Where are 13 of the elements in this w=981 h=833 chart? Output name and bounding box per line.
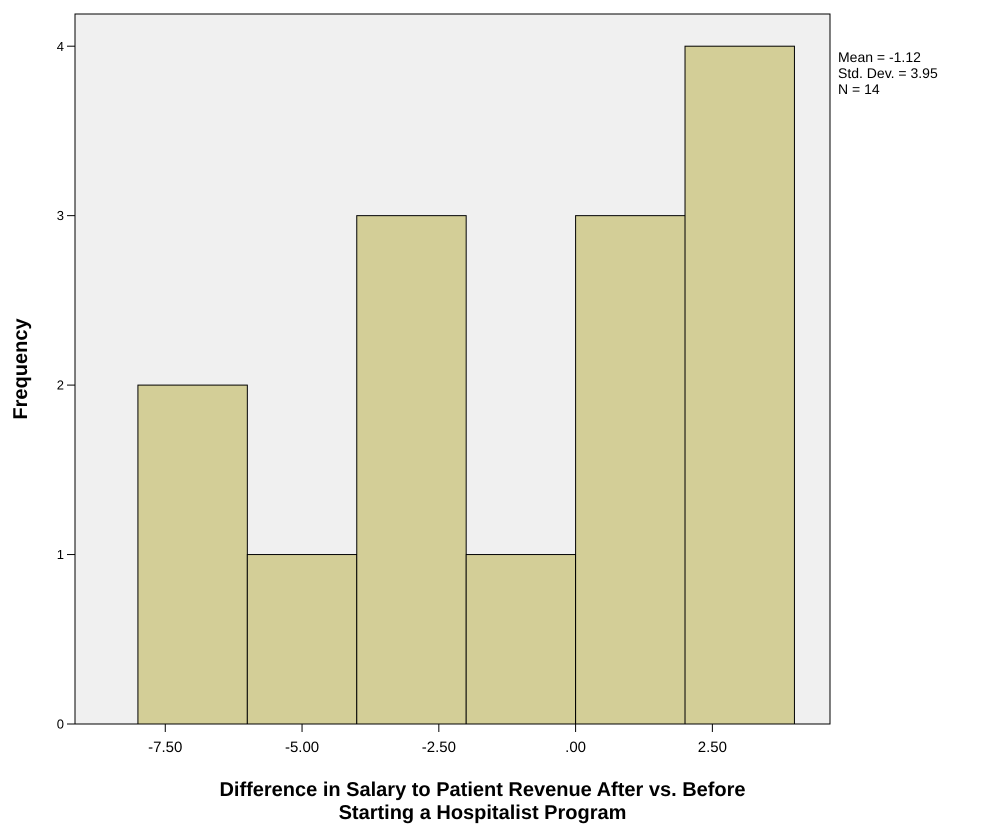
x-tick-label: -2.50 bbox=[422, 739, 456, 756]
x-tick-label: .00 bbox=[565, 739, 586, 756]
x-axis-title: Difference in Salary to Patient Revenue After vs. Before Starting a Hospitalist Program bbox=[219, 779, 746, 824]
y-tick-label: 3 bbox=[56, 208, 64, 224]
y-tick-label: 4 bbox=[56, 38, 64, 54]
y-tick-label: 1 bbox=[56, 547, 64, 562]
x-tick-label: 2.50 bbox=[698, 739, 727, 756]
x-tick-label: -5.00 bbox=[284, 739, 320, 756]
y-tick-label: 0 bbox=[56, 716, 64, 732]
x-tick-label: -7.50 bbox=[148, 739, 182, 756]
text: Mean = -1.12 Std. Dev. = 3.95 N = 14 bbox=[838, 49, 938, 97]
y-tick-label: 2 bbox=[56, 378, 64, 393]
y-axis-title: Frequency bbox=[10, 318, 32, 420]
